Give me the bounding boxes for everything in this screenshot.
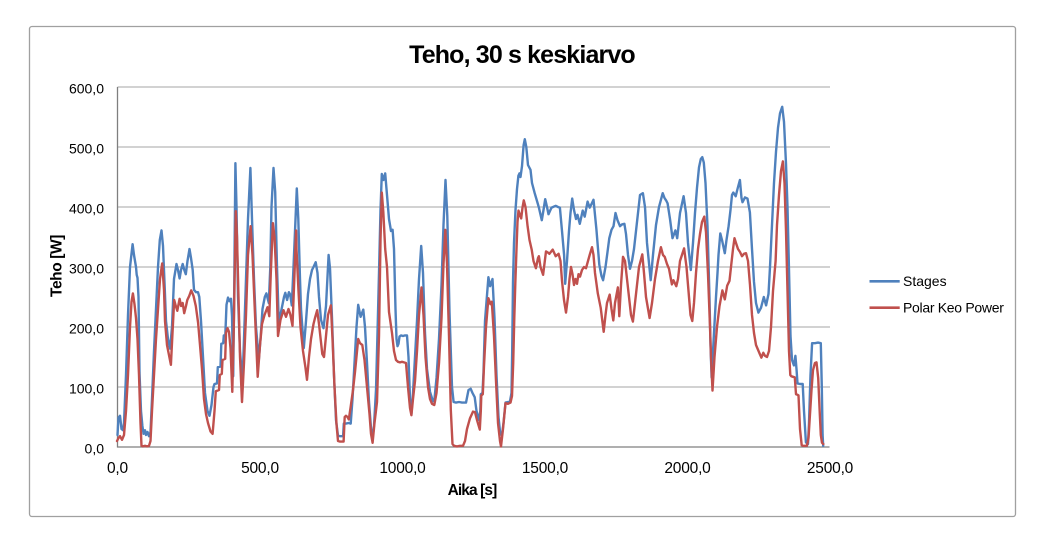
svg-text:2500,0: 2500,0 xyxy=(807,460,854,477)
svg-text:300,0: 300,0 xyxy=(69,261,104,277)
svg-text:400,0: 400,0 xyxy=(69,201,104,217)
svg-text:Aika [s]: Aika [s] xyxy=(448,482,498,499)
svg-text:0,0: 0,0 xyxy=(107,460,129,477)
svg-text:1500,0: 1500,0 xyxy=(522,460,569,477)
svg-text:100,0: 100,0 xyxy=(69,381,104,397)
svg-text:0,0: 0,0 xyxy=(85,441,105,457)
svg-text:Stages: Stages xyxy=(903,273,947,289)
svg-text:600,0: 600,0 xyxy=(69,81,104,97)
svg-text:Teho, 30 s keskiarvo: Teho, 30 s keskiarvo xyxy=(409,41,635,69)
svg-text:2000,0: 2000,0 xyxy=(664,460,711,477)
svg-text:1000,0: 1000,0 xyxy=(379,460,426,477)
svg-text:200,0: 200,0 xyxy=(69,321,104,337)
svg-text:500,0: 500,0 xyxy=(241,460,279,477)
svg-text:500,0: 500,0 xyxy=(69,141,104,157)
svg-text:Polar Keo Power: Polar Keo Power xyxy=(903,299,1004,315)
svg-text:Teho [W]: Teho [W] xyxy=(49,235,66,297)
